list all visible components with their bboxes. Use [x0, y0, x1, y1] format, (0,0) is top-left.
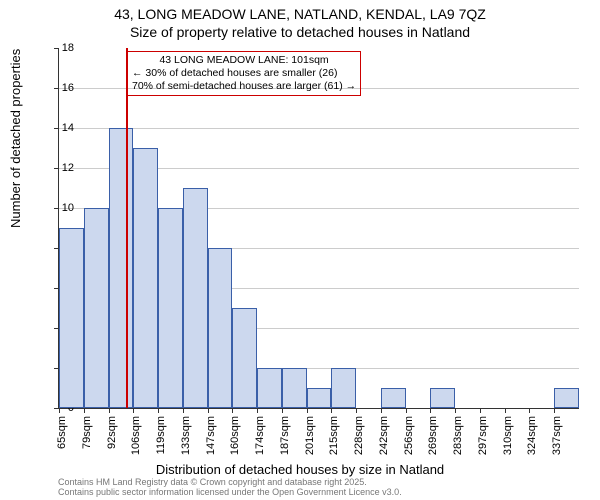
xtick-mark — [430, 408, 431, 413]
ytick-label: 12 — [44, 162, 74, 174]
xtick-mark — [331, 408, 332, 413]
title-line-1: 43, LONG MEADOW LANE, NATLAND, KENDAL, L… — [0, 6, 600, 24]
histogram-bar — [84, 208, 109, 408]
xtick-mark — [505, 408, 506, 413]
histogram-bar — [381, 388, 406, 408]
chart-title: 43, LONG MEADOW LANE, NATLAND, KENDAL, L… — [0, 0, 600, 41]
xtick-mark — [158, 408, 159, 413]
histogram-bar — [307, 388, 332, 408]
histogram-bar — [133, 148, 158, 408]
xtick-mark — [84, 408, 85, 413]
histogram-bar — [331, 368, 356, 408]
xtick-mark — [406, 408, 407, 413]
histogram-bar — [158, 208, 183, 408]
annotation-box: 43 LONG MEADOW LANE: 101sqm ← 30% of det… — [127, 51, 361, 96]
plot-area: 43 LONG MEADOW LANE: 101sqm ← 30% of det… — [58, 48, 579, 409]
annotation-line-1: 43 LONG MEADOW LANE: 101sqm — [132, 54, 356, 67]
xtick-mark — [480, 408, 481, 413]
xtick-mark — [208, 408, 209, 413]
xtick-mark — [307, 408, 308, 413]
histogram-bar — [257, 368, 282, 408]
annotation-line-2: ← 30% of detached houses are smaller (26… — [132, 67, 356, 80]
xtick-mark — [183, 408, 184, 413]
xtick-mark — [381, 408, 382, 413]
xtick-mark — [282, 408, 283, 413]
footer-line-2: Contains public sector information licen… — [58, 488, 402, 498]
xtick-mark — [455, 408, 456, 413]
footer-attribution: Contains HM Land Registry data © Crown c… — [58, 478, 402, 498]
ytick-label: 10 — [44, 202, 74, 214]
gridline — [59, 128, 579, 129]
reference-line — [126, 48, 128, 408]
y-axis-label: Number of detached properties — [8, 49, 23, 228]
histogram-bar — [208, 248, 233, 408]
xtick-mark — [554, 408, 555, 413]
xtick-mark — [257, 408, 258, 413]
histogram-bar — [183, 188, 208, 408]
x-axis-label: Distribution of detached houses by size … — [0, 462, 600, 477]
histogram-bar — [109, 128, 134, 408]
xtick-mark — [133, 408, 134, 413]
title-line-2: Size of property relative to detached ho… — [0, 24, 600, 42]
xtick-mark — [529, 408, 530, 413]
chart-container: 43, LONG MEADOW LANE, NATLAND, KENDAL, L… — [0, 0, 600, 500]
ytick-label: 18 — [44, 42, 74, 54]
ytick-label: 14 — [44, 122, 74, 134]
histogram-bar — [232, 308, 257, 408]
annotation-line-3: 70% of semi-detached houses are larger (… — [132, 80, 356, 93]
histogram-bar — [430, 388, 455, 408]
histogram-bar — [59, 228, 84, 408]
xtick-mark — [232, 408, 233, 413]
xtick-mark — [109, 408, 110, 413]
histogram-bar — [554, 388, 579, 408]
ytick-label: 16 — [44, 82, 74, 94]
histogram-bar — [282, 368, 307, 408]
xtick-mark — [356, 408, 357, 413]
